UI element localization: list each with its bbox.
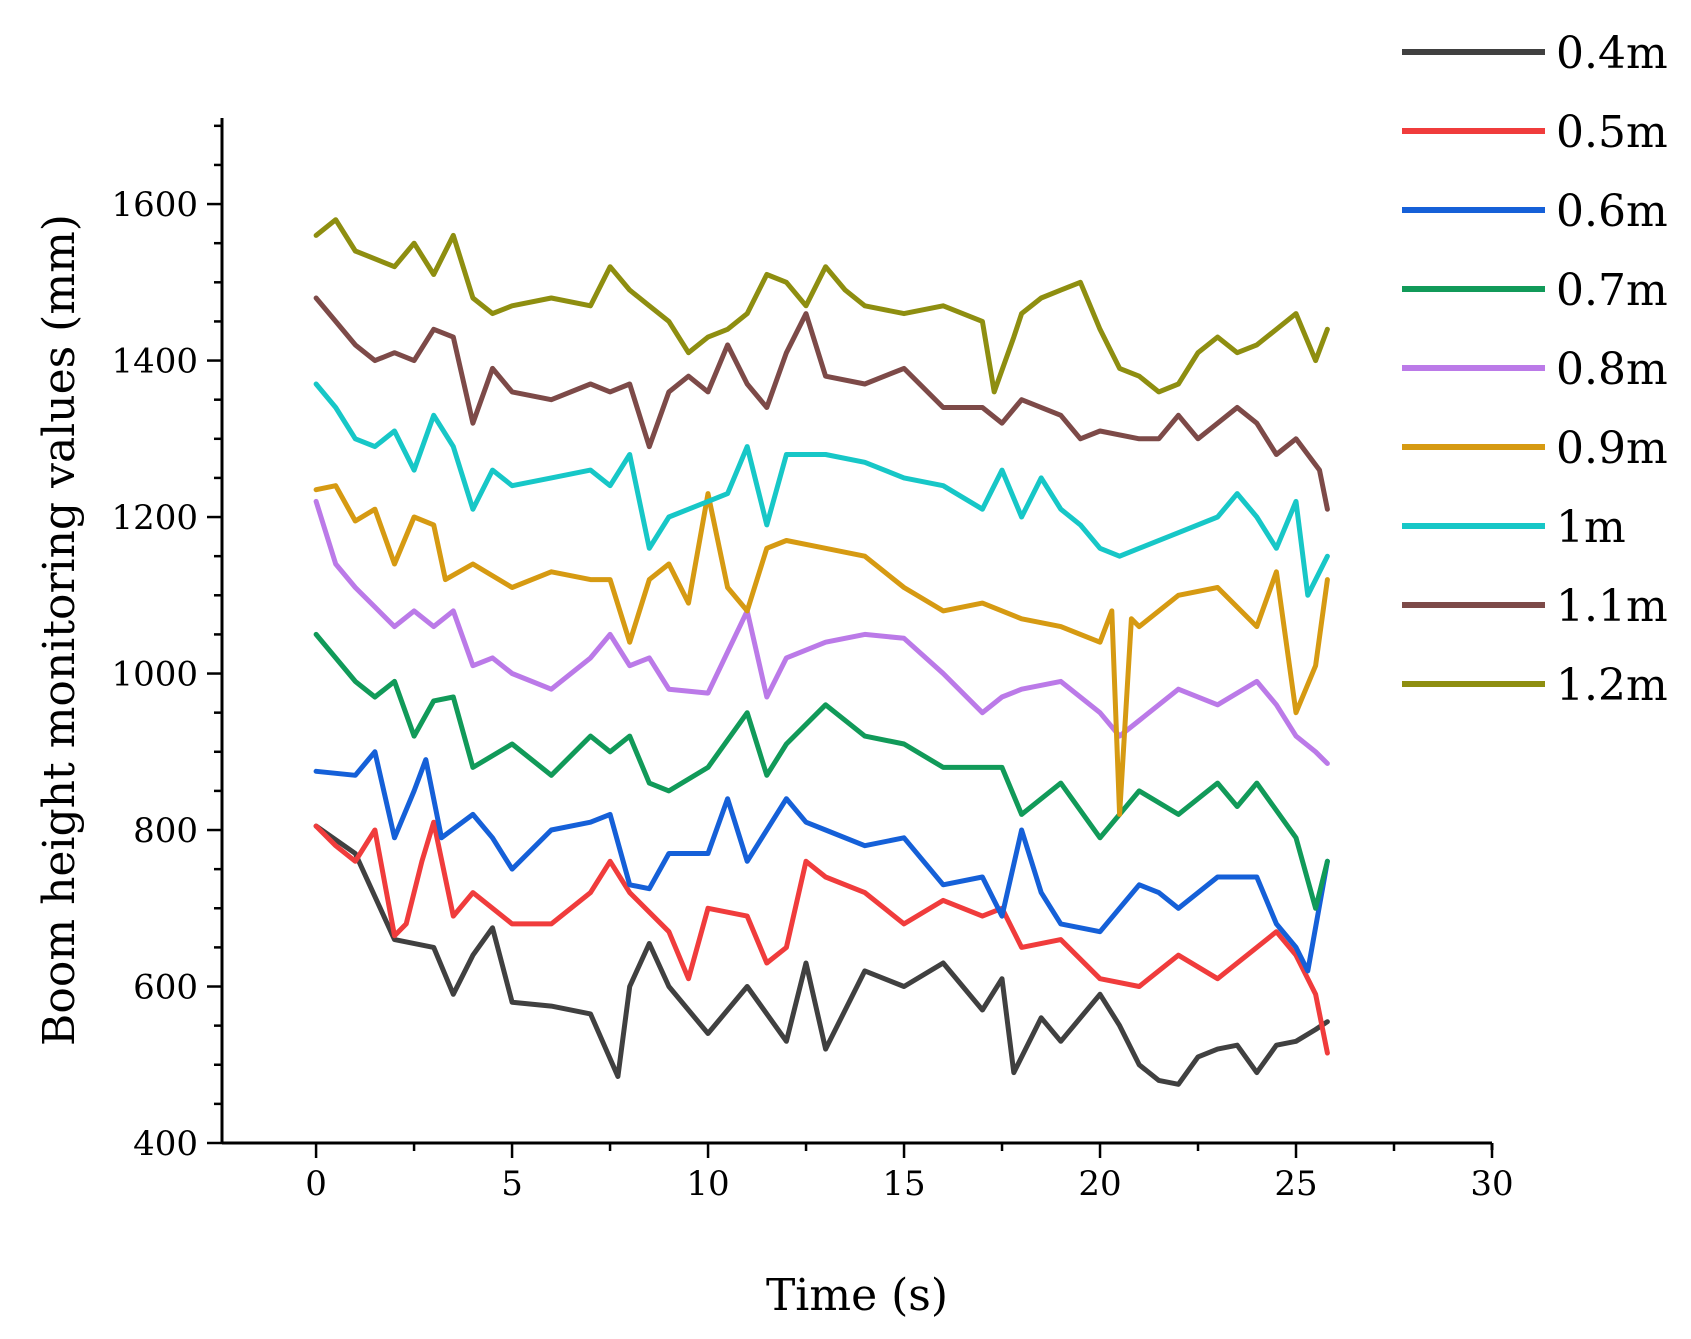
y-tick-label: 1200 <box>111 498 198 538</box>
y-tick-label: 1600 <box>111 185 198 225</box>
legend-label-0.6m: 0.6m <box>1556 186 1668 237</box>
x-tick-label: 0 <box>305 1164 327 1204</box>
x-tick-label: 5 <box>501 1164 523 1204</box>
series-line-0.4m <box>313 823 1330 1087</box>
x-tick-label: 25 <box>1274 1164 1317 1204</box>
series-line-1.1m <box>313 295 1330 512</box>
legend-label-1m: 1m <box>1556 502 1626 553</box>
x-tick-label: 20 <box>1078 1164 1121 1204</box>
y-tick-label: 1000 <box>111 655 198 695</box>
legend-label-1.2m: 1.2m <box>1556 660 1668 711</box>
legend-label-0.8m: 0.8m <box>1556 344 1668 395</box>
y-tick-label: 400 <box>133 1124 198 1164</box>
series-group <box>313 217 1330 1087</box>
series-line-0.6m <box>313 749 1330 974</box>
series-line-1.2m <box>313 217 1330 395</box>
series-line-0.5m <box>313 819 1330 1056</box>
x-tick-label: 15 <box>882 1164 925 1204</box>
y-tick-label: 1400 <box>111 342 198 382</box>
series-line-0.8m <box>313 498 1330 766</box>
series-line-0.7m <box>313 631 1330 911</box>
series-line-1m <box>313 381 1330 598</box>
y-tick-label: 800 <box>133 811 198 851</box>
legend-label-0.4m: 0.4m <box>1556 28 1668 79</box>
legend-label-0.5m: 0.5m <box>1556 107 1668 158</box>
x-tick-label: 30 <box>1470 1164 1513 1204</box>
x-ticks: 0 5 10 15 20 25 30 <box>305 1143 1514 1204</box>
x-axis-title: Time (s) <box>766 1270 948 1321</box>
y-tick-label: 600 <box>133 968 198 1008</box>
x-tick-label: 10 <box>686 1164 729 1204</box>
y-ticks: 400 600 800 1000 1200 1400 1600 <box>111 124 222 1164</box>
legend-label-0.9m: 0.9m <box>1556 423 1668 474</box>
series-line-0.9m <box>313 483 1330 817</box>
y-axis-title: Boom height monitoring values (mm) <box>34 214 85 1046</box>
legend: 0.4m 0.5m 0.6m 0.7m 0.8m 0.9m 1m 1.1m 1.2m <box>1402 28 1668 711</box>
legend-label-1.1m: 1.1m <box>1556 581 1668 632</box>
legend-label-0.7m: 0.7m <box>1556 265 1668 316</box>
